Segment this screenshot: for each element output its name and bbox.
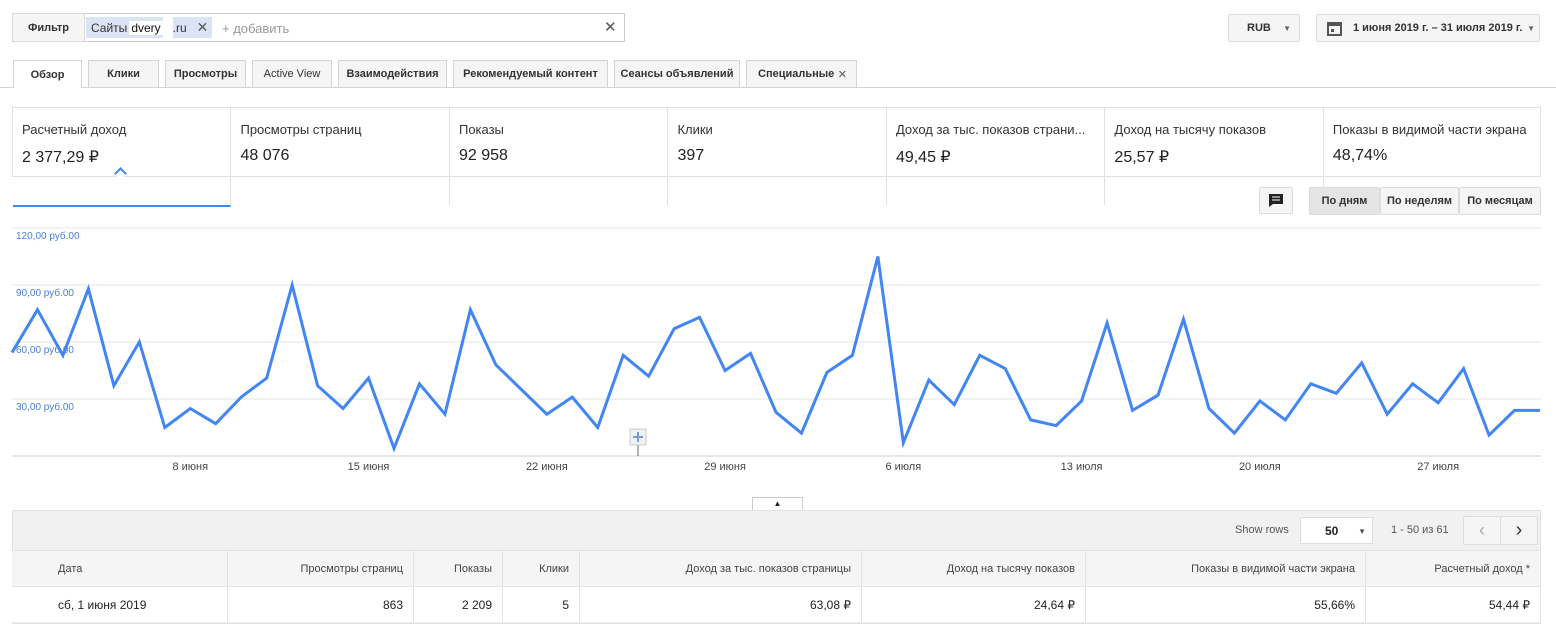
metric-value: 397 [677,147,705,164]
metric-card[interactable]: Доход на тысячу показов 25,57 ₽ [1105,108,1324,205]
table-cell: 5 [503,586,580,622]
redaction [162,17,173,38]
show-rows-label: Show rows [1235,524,1289,536]
column-header[interactable]: Доход на тысячу показов [862,550,1086,586]
metric-label: Расчетный доход [22,122,127,137]
metric-card[interactable]: Клики 397 [668,108,887,205]
filter-input[interactable]: + добавить [222,21,290,36]
currency: RUB [1247,22,1271,34]
y-tick-label: 120,00 руб.00 [16,230,80,242]
table-cell: 63,08 ₽ [580,586,862,622]
metric-cards: Расчетный доход 2 377,29 ₽ Просмотры стран… [12,107,1541,207]
x-tick-label: 15 июня [348,461,390,473]
column-header[interactable]: Дата [12,550,228,586]
tab-label: Просмотры [173,68,238,80]
tab-label: Взаимодействия [346,68,439,80]
table-cell: 24,64 ₽ [862,586,1086,622]
x-tick-label: 13 июля [1061,461,1103,473]
chip-text: dvery [129,20,163,35]
calendar-icon [1327,22,1342,36]
chip-text: Сайты [91,20,128,35]
column-header[interactable]: Расчетный доход * [1366,550,1541,586]
metric-label: Показы [458,122,504,137]
metric-label: Показы в видимой части экрана [1332,122,1527,137]
metric-card[interactable]: Показы 92 958 [450,108,669,205]
column-header[interactable]: Клики [503,550,580,586]
prev-page[interactable]: ‹ [1463,516,1501,545]
divider [0,87,1556,88]
metric-value: 49,45 ₽ [895,149,951,166]
x-tick-label: 22 июня [526,461,568,473]
x-tick-label: 8 июня [172,461,208,473]
tab-label: Рекомендуемый контент [463,68,598,80]
metric-label: Доход за тыс. показов страни... [895,122,1086,137]
tab[interactable]: Рекомендуемый контент [453,60,608,87]
metric-value: 2 377,29 ₽ [22,149,99,166]
x-tick-label: 20 июля [1239,461,1281,473]
metric-value: 25,57 ₽ [1114,149,1170,166]
next-page[interactable]: › [1500,516,1538,545]
metric-label: Клики [677,122,713,137]
collapse-toggle[interactable]: ▲ [752,497,803,511]
x-tick-label: 29 июня [704,461,746,473]
tab[interactable]: Сеансы объявлений [614,60,740,87]
tab-close[interactable]: ✕ [837,68,847,81]
filter-button[interactable]: Фильтр [12,13,85,42]
metric-value: 92 958 [458,147,508,164]
table-cell: 863 [228,586,414,622]
table-cell: сб, 1 июня 2019 [12,586,228,622]
table-cell: 55,66% [1086,586,1366,622]
chip-remove[interactable]: ✕ [196,19,209,35]
tab-label: Сеансы объявлений [620,68,734,80]
metric-card[interactable]: Доход за тыс. показов страни... 49,45 ₽ [887,108,1106,205]
tab[interactable]: Просмотры [165,60,246,87]
annotation-button[interactable] [1259,187,1293,214]
y-tick-label: 90,00 руб.00 [16,287,74,299]
metric-label: Доход на тысячу показов [1114,122,1266,137]
rows-select[interactable]: 50 ▼ [1300,517,1373,544]
date-range: 1 июня 2019 г. – 31 июля 2019 г. [1353,22,1523,34]
table-cell: 54,44 ₽ [1366,586,1541,622]
column-header[interactable]: Доход за тыс. показов страницы [580,550,862,586]
tab-label: Active View [263,68,321,80]
granularity-button[interactable]: По неделям [1380,187,1459,215]
metric-card[interactable]: Просмотры страниц 48 076 [231,108,450,205]
granularity-button[interactable]: По месяцам [1459,187,1541,215]
tab[interactable]: Active View [252,60,332,87]
tab-label: Обзор [30,68,65,81]
annotation-plus [633,432,643,442]
filter-chip[interactable]: Сайты dvery .ru ✕ [86,17,212,38]
rows-per-page: 50 [1325,524,1339,538]
y-tick-label: 30,00 руб.00 [16,401,74,413]
granularity-button[interactable]: По дням [1309,187,1380,215]
tab[interactable]: Взаимодействия [338,60,447,87]
column-header[interactable]: Показы в видимой части экрана [1086,550,1366,586]
metric-label: Просмотры страниц [240,122,362,137]
tab-label: Клики [107,68,140,80]
date-select[interactable]: 1 июня 2019 г. – 31 июля 2019 г. ▼ [1316,14,1540,42]
line-series [10,256,1540,453]
metric-value: 48,74% [1332,147,1388,164]
clear-filter[interactable]: ✕ [604,19,617,36]
tab[interactable]: Специальные ✕ [746,60,857,87]
metric-card[interactable]: Расчетный доход 2 377,29 ₽ [13,108,232,207]
tab[interactable]: Клики [88,60,159,87]
metric-card[interactable]: Показы в видимой части экрана 48,74% [1324,108,1540,205]
x-tick-label: 27 июля [1417,461,1459,473]
x-tick-label: 6 июля [885,461,921,473]
chip-text: .ru [172,20,187,35]
tab[interactable]: Обзор [13,60,82,88]
currency-select[interactable]: RUB ▼ [1228,14,1300,42]
metric-value: 48 076 [240,147,290,164]
column-header[interactable]: Показы [414,550,503,586]
table-cell: 2 209 [414,586,503,622]
column-header[interactable]: Просмотры страниц [228,550,414,586]
pagination: 1 - 50 из 61 [1391,524,1449,536]
tab-label: Специальные [758,68,835,80]
